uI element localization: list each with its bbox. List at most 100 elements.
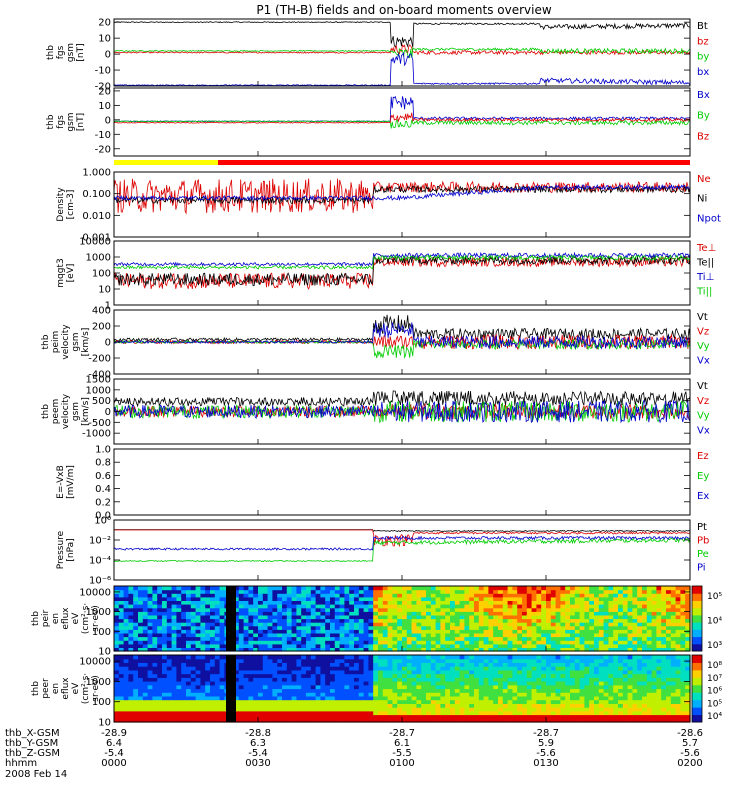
spectrogram-cell bbox=[550, 658, 557, 663]
spectrogram-cell bbox=[613, 600, 619, 605]
spectrogram-cell bbox=[435, 718, 441, 723]
spectrogram-cell bbox=[675, 699, 681, 704]
spectrogram-cell bbox=[277, 604, 283, 609]
spectrogram-cell bbox=[349, 655, 355, 660]
spectrogram-cell bbox=[301, 684, 307, 690]
spectrogram-cell bbox=[205, 673, 211, 678]
spectrogram-cell bbox=[210, 611, 216, 616]
spectrogram-cell bbox=[176, 707, 182, 712]
spectrogram-cell bbox=[320, 618, 326, 623]
spectrogram-cell bbox=[603, 629, 609, 634]
spectrogram-cell bbox=[142, 600, 149, 605]
spectrogram-cell bbox=[214, 688, 221, 693]
spectrogram-cell bbox=[531, 632, 537, 638]
spectrogram-cell bbox=[138, 718, 144, 723]
spectrogram-cell bbox=[411, 666, 417, 671]
spectrogram-cell bbox=[493, 607, 499, 612]
spectrogram-cell bbox=[296, 658, 302, 663]
spectrogram-cell bbox=[330, 600, 336, 605]
spectrogram-cell bbox=[157, 688, 163, 693]
spectrogram-cell bbox=[123, 699, 129, 704]
spectrogram-cell bbox=[613, 684, 619, 690]
spectrogram-cell bbox=[406, 614, 413, 620]
spectrogram-cell bbox=[123, 703, 129, 708]
spectrogram-cell bbox=[195, 636, 201, 641]
spectrogram-cell bbox=[171, 662, 177, 667]
spectrogram-cell bbox=[210, 622, 216, 627]
spectrogram-cell bbox=[426, 707, 432, 712]
spectrogram-cell bbox=[469, 614, 475, 620]
spectrogram-cell bbox=[181, 655, 187, 660]
spectrogram-cell bbox=[430, 655, 437, 660]
spectrogram-cell bbox=[526, 666, 533, 671]
spectrogram-cell bbox=[234, 647, 240, 652]
spectrogram-cell bbox=[349, 647, 355, 652]
spectrogram-cell bbox=[219, 647, 225, 652]
spectrogram-cell bbox=[157, 596, 163, 601]
spectrogram-cell bbox=[555, 618, 561, 623]
spectrogram-cell bbox=[411, 681, 417, 686]
spectrogram-cell bbox=[603, 703, 609, 708]
spectrogram-cell bbox=[157, 600, 163, 605]
spectrogram-cell bbox=[219, 618, 225, 623]
spectrogram-cell bbox=[282, 666, 288, 671]
spectrogram-cell bbox=[502, 600, 509, 605]
spectrogram-cell bbox=[306, 586, 312, 591]
spectrogram-cell bbox=[325, 662, 331, 667]
time-axis-tick-label: 0130 bbox=[533, 758, 558, 769]
spectrogram-cell bbox=[402, 699, 408, 704]
spectrogram-cell bbox=[267, 611, 273, 616]
spectrogram-cell bbox=[267, 658, 273, 663]
spectrogram-cell bbox=[488, 707, 494, 712]
spectrogram-cell bbox=[171, 589, 177, 594]
spectrogram-cell bbox=[214, 586, 221, 591]
spectrogram-cell bbox=[219, 707, 225, 712]
spectrogram-cell bbox=[584, 684, 590, 690]
spectrogram-cell bbox=[330, 662, 336, 667]
spectrogram-cell bbox=[200, 677, 206, 682]
legend-entry: Npot bbox=[697, 213, 721, 224]
spectrogram-cell bbox=[162, 589, 168, 594]
spectrogram-cell bbox=[613, 692, 619, 697]
spectrogram-cell bbox=[666, 658, 672, 663]
spectrogram-cell bbox=[464, 673, 470, 678]
spectrogram-cell bbox=[661, 643, 667, 648]
spectrogram-cell bbox=[238, 669, 245, 675]
spectrogram-cell bbox=[531, 718, 537, 723]
y-axis-label: en bbox=[51, 683, 61, 694]
spectrogram-cell bbox=[330, 611, 336, 616]
spectrogram-cell bbox=[560, 611, 566, 616]
spectrogram-cell bbox=[493, 632, 499, 638]
spectrogram-cell bbox=[258, 614, 264, 620]
spectrogram-cell bbox=[421, 604, 427, 609]
spectrogram-cell bbox=[128, 699, 134, 704]
spectrogram-cell bbox=[440, 614, 446, 620]
spectrogram-cell bbox=[344, 632, 350, 638]
spectrogram-cell bbox=[622, 629, 629, 634]
spectrogram-cell bbox=[238, 640, 245, 645]
spectrogram-cell bbox=[387, 636, 393, 641]
spectrogram-cell bbox=[166, 629, 173, 634]
spectrogram-cell bbox=[675, 666, 681, 671]
spectrogram-cell bbox=[162, 636, 168, 641]
spectrogram-cell bbox=[118, 629, 125, 634]
spectrogram-cell bbox=[474, 707, 480, 712]
spectrogram-cell bbox=[435, 673, 441, 678]
spectrogram-cell bbox=[560, 618, 566, 623]
spectrogram-cell bbox=[541, 629, 547, 634]
spectrogram-cell bbox=[454, 695, 461, 701]
spectrogram-cell bbox=[517, 618, 523, 623]
spectrogram-cell bbox=[296, 688, 302, 693]
spectrogram-cell bbox=[186, 640, 192, 645]
y-tick-label: -400 bbox=[88, 370, 111, 381]
spectrogram-cell bbox=[666, 710, 672, 716]
spectrogram-cell bbox=[488, 662, 494, 667]
colorbar-step bbox=[692, 593, 702, 601]
spectrogram-cell bbox=[387, 640, 393, 645]
spectrogram-cell bbox=[397, 611, 403, 616]
spectrogram-cell bbox=[478, 710, 485, 716]
y-axis-label: gsm bbox=[71, 332, 81, 351]
spectrogram-cell bbox=[646, 714, 653, 719]
spectrogram-cell bbox=[498, 643, 504, 648]
spectrogram-cell bbox=[622, 596, 629, 601]
